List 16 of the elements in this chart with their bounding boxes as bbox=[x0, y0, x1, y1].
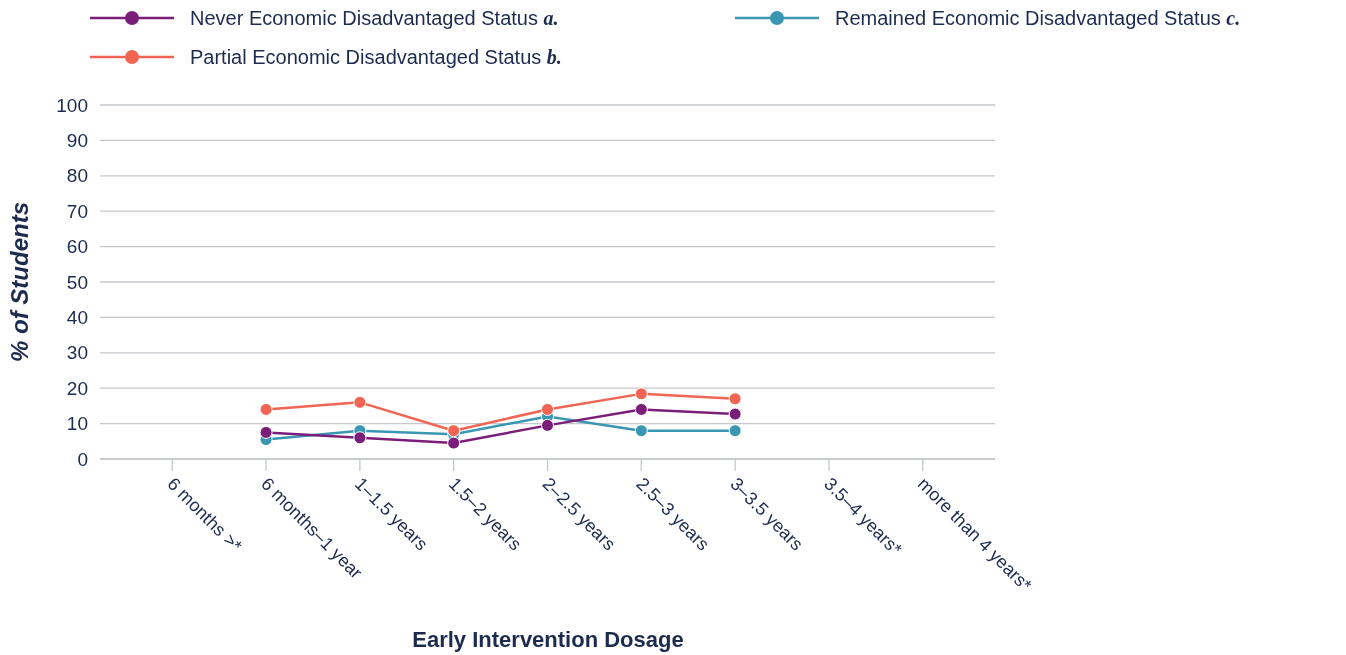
y-tick-label: 0 bbox=[77, 448, 88, 470]
y-tick-label: 100 bbox=[56, 94, 88, 116]
y-tick-label: 60 bbox=[66, 236, 88, 258]
legend-label: Partial Economic Disadvantaged Status b. bbox=[190, 46, 562, 68]
y-tick-label: 20 bbox=[66, 377, 88, 399]
y-tick-label: 80 bbox=[66, 165, 88, 187]
y-tick-label: 50 bbox=[66, 271, 88, 293]
y-tick-label: 10 bbox=[66, 413, 88, 435]
y-tick-label: 30 bbox=[66, 342, 88, 364]
y-tick-label: 90 bbox=[66, 130, 88, 152]
y-axis-title: % of Students bbox=[6, 202, 33, 362]
x-axis-title: Early Intervention Dosage bbox=[412, 627, 684, 652]
legend-label: Never Economic Disadvantaged Status a. bbox=[190, 7, 559, 29]
y-tick-label: 40 bbox=[66, 307, 88, 329]
y-tick-label: 70 bbox=[66, 200, 88, 222]
legend-label: Remained Economic Disadvantaged Status c. bbox=[835, 7, 1241, 29]
